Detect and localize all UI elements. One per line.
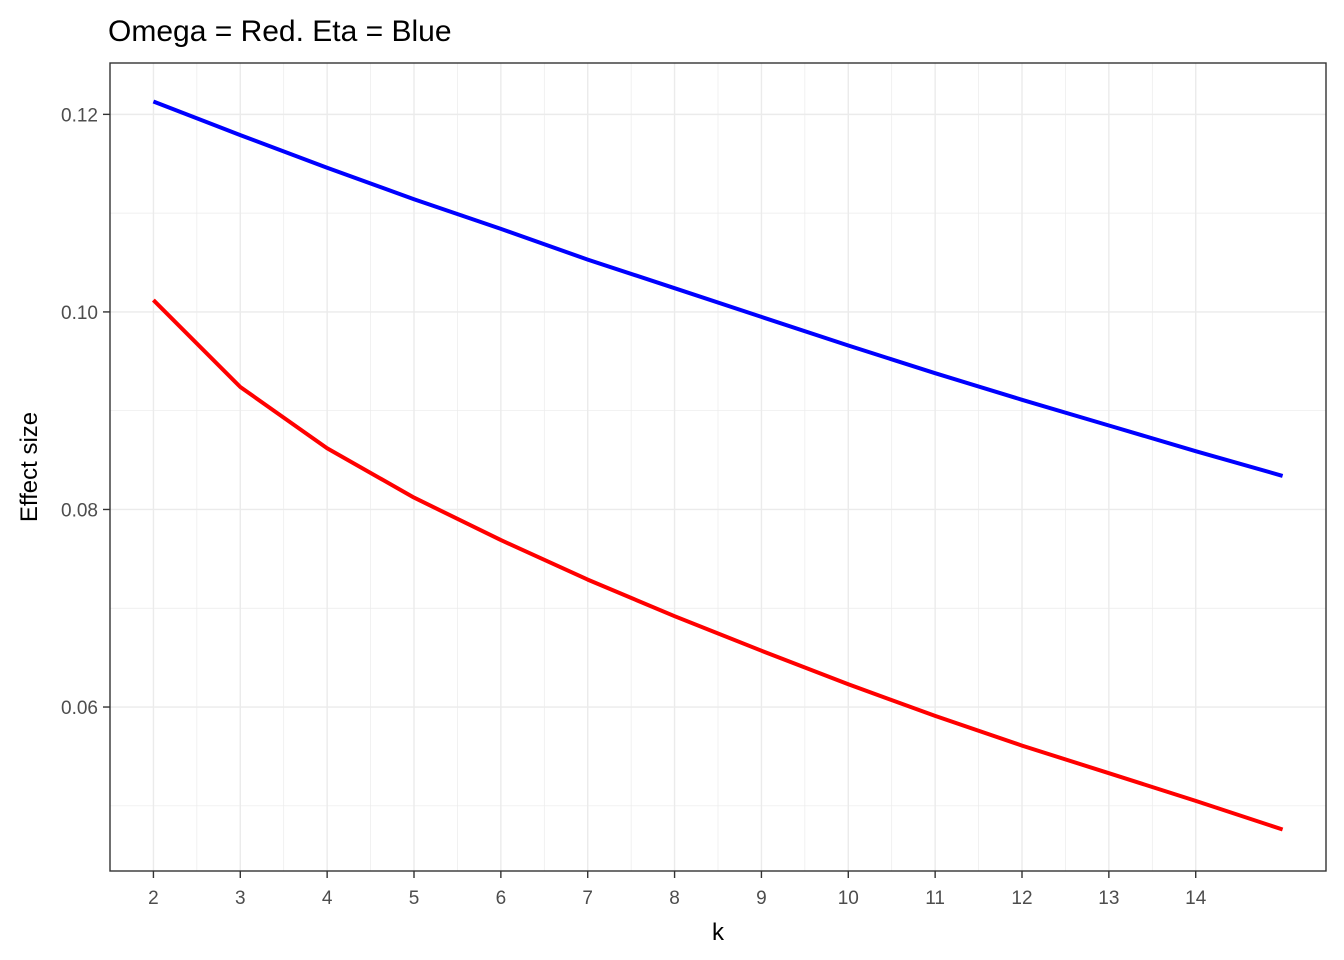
x-tick-label: 5 bbox=[409, 888, 420, 909]
x-tick-label: 4 bbox=[322, 888, 333, 909]
x-tick-label: 6 bbox=[496, 888, 507, 909]
x-tick-label: 3 bbox=[235, 888, 246, 909]
x-tick-label: 8 bbox=[669, 888, 680, 909]
x-tick-label: 10 bbox=[838, 888, 859, 909]
x-tick-label: 2 bbox=[148, 888, 159, 909]
minor-gridlines bbox=[109, 63, 1326, 871]
x-axis-title: k bbox=[712, 919, 725, 946]
x-tick-label: 11 bbox=[925, 888, 945, 909]
y-tick-label: 0.08 bbox=[61, 500, 98, 521]
y-axis-title: Effect size bbox=[16, 412, 43, 522]
chart-title: Omega = Red. Eta = Blue bbox=[108, 15, 452, 48]
major-gridlines bbox=[110, 63, 1326, 871]
y-axis: 0.06 0.08 0.10 0.12 bbox=[61, 105, 110, 719]
x-tick-label: 14 bbox=[1185, 888, 1207, 909]
y-tick-label: 0.10 bbox=[61, 303, 98, 324]
x-axis: 2 3 4 5 6 7 8 9 10 11 12 13 14 bbox=[148, 871, 1207, 909]
x-tick-label: 9 bbox=[756, 888, 767, 909]
series-line-blue bbox=[152, 99, 1284, 478]
series-lines bbox=[151, 99, 1284, 832]
y-tick-label: 0.06 bbox=[61, 698, 98, 719]
plot-panel-border bbox=[109, 62, 1327, 872]
x-tick-label: 7 bbox=[582, 888, 593, 909]
y-tick-label: 0.12 bbox=[61, 105, 98, 126]
series-line-red bbox=[151, 298, 1284, 832]
x-tick-label: 12 bbox=[1011, 888, 1032, 909]
x-tick-label: 13 bbox=[1098, 888, 1119, 909]
